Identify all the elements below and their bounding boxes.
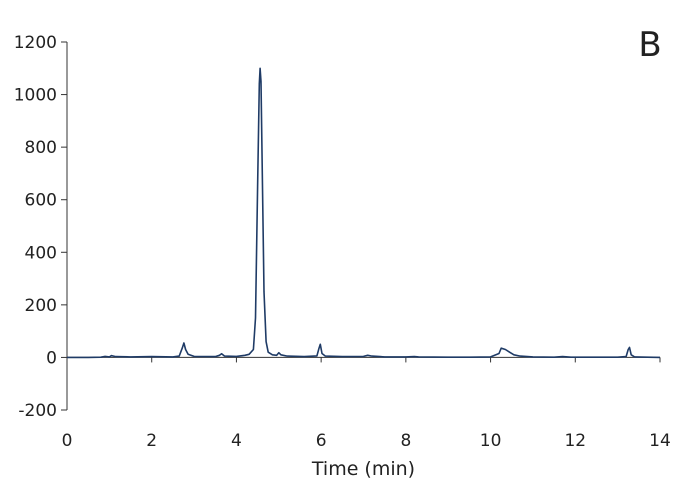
x-tick-label: 14 <box>649 431 671 451</box>
y-axis: -200 0 200 400 600 800 1000 1200 <box>14 33 68 421</box>
y-tick-label: -200 <box>18 401 57 421</box>
x-axis: 0 2 4 6 8 10 12 14 <box>62 356 671 451</box>
y-tick-label: 400 <box>25 243 57 263</box>
y-tick-label: 0 <box>46 348 57 368</box>
x-tick-label: 2 <box>146 431 157 451</box>
x-tick-label: 8 <box>400 431 411 451</box>
y-tick-label: 600 <box>25 191 57 211</box>
series-group <box>67 67 661 359</box>
panel-label: B <box>638 25 661 65</box>
x-tick-label: 10 <box>480 431 502 451</box>
y-tick-label: 200 <box>25 296 57 316</box>
x-tick-label: 12 <box>564 431 586 451</box>
series-line <box>67 67 661 359</box>
y-tick-label: 800 <box>25 138 57 158</box>
x-tick-label: 0 <box>62 431 73 451</box>
x-tick-label: 4 <box>231 431 242 451</box>
y-tick-label: 1200 <box>14 33 57 53</box>
y-tick-label: 1000 <box>14 86 57 106</box>
x-axis-title: Time (min) <box>311 458 415 480</box>
x-tick-label: 6 <box>316 431 327 451</box>
